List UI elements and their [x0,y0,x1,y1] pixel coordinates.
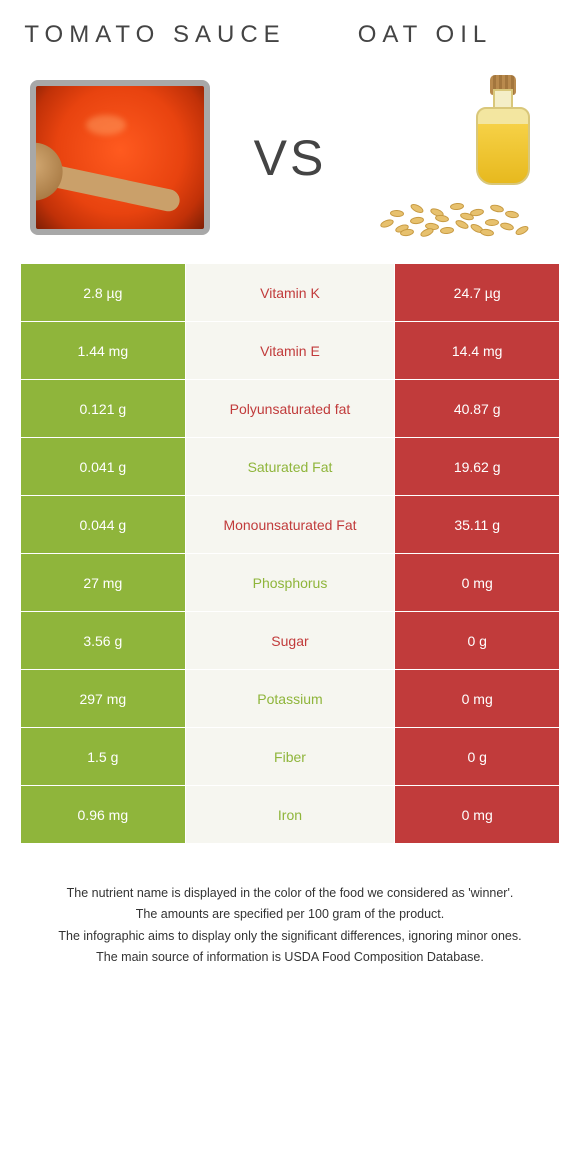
left-food-title: Tomato sauce [20,20,290,50]
right-value: 14.4 mg [395,322,560,380]
nutrient-label: Sugar [185,612,395,670]
footer-line: The main source of information is USDA F… [30,948,550,967]
left-value: 0.041 g [21,438,186,496]
footer-notes: The nutrient name is displayed in the co… [20,884,560,968]
right-value: 40.87 g [395,380,560,438]
nutrient-label: Saturated Fat [185,438,395,496]
right-value: 0 mg [395,786,560,844]
nutrient-label: Fiber [185,728,395,786]
table-row: 2.8 µgVitamin K24.7 µg [21,264,560,322]
left-value: 2.8 µg [21,264,186,322]
footer-line: The nutrient name is displayed in the co… [30,884,550,903]
table-row: 297 mgPotassium0 mg [21,670,560,728]
image-row: VS [20,70,560,245]
table-row: 0.121 gPolyunsaturated fat40.87 g [21,380,560,438]
table-row: 1.5 gFiber0 g [21,728,560,786]
footer-line: The amounts are specified per 100 gram o… [30,905,550,924]
header-row: Tomato sauce Oat oil [20,20,560,50]
nutrient-label: Polyunsaturated fat [185,380,395,438]
nutrient-label: Potassium [185,670,395,728]
right-value: 19.62 g [395,438,560,496]
right-food-title: Oat oil [290,20,560,50]
table-row: 0.044 gMonounsaturated Fat35.11 g [21,496,560,554]
vs-label: VS [254,129,327,187]
right-value: 0 mg [395,670,560,728]
table-row: 1.44 mgVitamin E14.4 mg [21,322,560,380]
oat-oil-image [360,70,560,245]
footer-line: The infographic aims to display only the… [30,927,550,946]
right-value: 0 g [395,612,560,670]
right-value: 35.11 g [395,496,560,554]
nutrient-label: Iron [185,786,395,844]
left-value: 297 mg [21,670,186,728]
left-value: 1.44 mg [21,322,186,380]
nutrient-label: Vitamin K [185,264,395,322]
left-value: 0.044 g [21,496,186,554]
tomato-sauce-image [20,70,220,245]
left-value: 27 mg [21,554,186,612]
table-row: 27 mgPhosphorus0 mg [21,554,560,612]
left-value: 1.5 g [21,728,186,786]
table-row: 0.96 mgIron0 mg [21,786,560,844]
left-value: 3.56 g [21,612,186,670]
table-row: 0.041 gSaturated Fat19.62 g [21,438,560,496]
nutrient-label: Phosphorus [185,554,395,612]
nutrient-table: 2.8 µgVitamin K24.7 µg1.44 mgVitamin E14… [20,263,560,844]
nutrient-label: Monounsaturated Fat [185,496,395,554]
left-value: 0.96 mg [21,786,186,844]
nutrient-label: Vitamin E [185,322,395,380]
left-value: 0.121 g [21,380,186,438]
right-value: 24.7 µg [395,264,560,322]
infographic-container: Tomato sauce Oat oil VS 2.8 µgVitamin K2… [0,0,580,1000]
right-value: 0 g [395,728,560,786]
right-value: 0 mg [395,554,560,612]
table-row: 3.56 gSugar0 g [21,612,560,670]
